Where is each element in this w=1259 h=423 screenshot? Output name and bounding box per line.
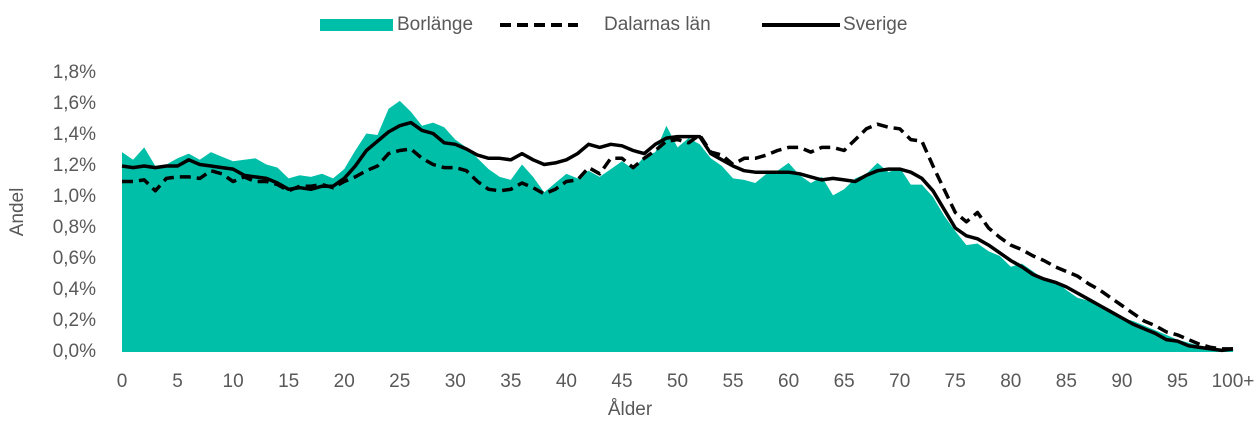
x-tick-label: 45 <box>611 371 632 392</box>
x-tick-label: 30 <box>445 371 466 392</box>
y-axis-label: Andel <box>7 188 28 237</box>
line <box>121 120 1234 353</box>
x-tick-label: 15 <box>278 371 299 392</box>
x-tick-label: 80 <box>1000 371 1021 392</box>
y-tick-label: 1,8% <box>53 62 96 83</box>
y-tick-label: 0,2% <box>53 310 96 331</box>
x-tick-label: 40 <box>556 371 577 392</box>
y-tick-label: 0,8% <box>53 217 96 238</box>
x-tick-label: 60 <box>778 371 799 392</box>
x-tick-label: 95 <box>1167 371 1188 392</box>
legend-label: Dalarnas län <box>604 14 711 35</box>
x-tick-label: 5 <box>172 371 183 392</box>
legend-swatch <box>320 19 393 31</box>
y-tick-label: 1,6% <box>53 93 96 114</box>
y-tick-label: 0,6% <box>53 248 96 269</box>
x-tick-label: 55 <box>722 371 743 392</box>
x-tick-label: 75 <box>945 371 966 392</box>
line <box>122 122 1233 351</box>
x-tick-label: 85 <box>1056 371 1077 392</box>
x-tick-label: 100+ <box>1212 371 1255 392</box>
x-tick-label: 20 <box>334 371 355 392</box>
legend-label: Sverige <box>843 14 907 35</box>
x-tick-label: 35 <box>500 371 521 392</box>
x-axis-label: Ålder <box>608 399 653 420</box>
x-tick-label: 25 <box>389 371 410 392</box>
x-tick-label: 10 <box>223 371 244 392</box>
y-tick-label: 0,4% <box>53 279 96 300</box>
x-tick-label: 0 <box>117 371 128 392</box>
x-tick-label: 65 <box>834 371 855 392</box>
y-tick-label: 1,0% <box>53 186 96 207</box>
x-tick-label: 50 <box>667 371 688 392</box>
y-tick-label: 1,4% <box>53 124 96 145</box>
area <box>122 100 1233 353</box>
x-tick-label: 90 <box>1111 371 1132 392</box>
legend-label: Borlänge <box>397 14 473 35</box>
y-tick-label: 1,2% <box>53 155 96 176</box>
x-tick-label: 70 <box>889 371 910 392</box>
y-tick-label: 0,0% <box>53 341 96 362</box>
